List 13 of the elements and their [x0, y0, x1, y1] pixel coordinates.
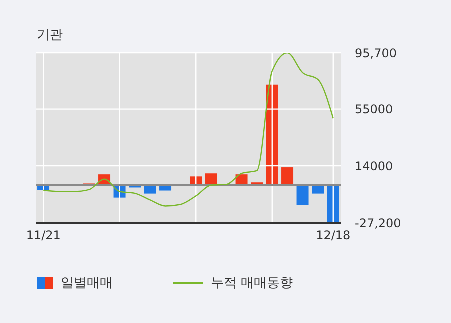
legend-label: 누적 매매동향: [211, 275, 294, 292]
x-tick-label: 12/18: [316, 228, 351, 243]
y-tick-label: 14000: [355, 159, 394, 174]
y-tick-label: 55000: [355, 102, 394, 117]
bar: [282, 168, 294, 186]
legend-label: 일별매매: [61, 275, 113, 292]
bar: [296, 185, 309, 206]
line-series: [43, 53, 334, 207]
chart-title: 기관: [37, 27, 63, 44]
bar: [205, 174, 218, 186]
x-tick-label: 11/21: [26, 228, 61, 243]
y-tick-label: 95,700: [355, 46, 397, 60]
y-tick-label: -27,200: [355, 216, 402, 230]
